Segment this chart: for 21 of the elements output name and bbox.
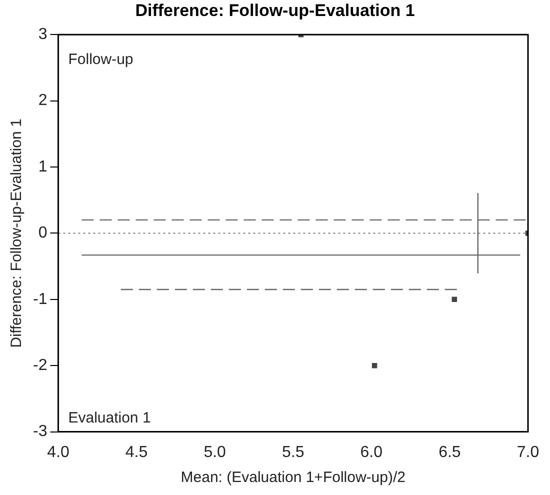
x-axis-title: Mean: (Evaluation 1+Follow-up)/2 [180,469,406,486]
point [372,362,378,368]
y-tick-label: 3 [38,26,48,44]
y-tick-label: 2 [38,92,48,110]
y-axis-title: Difference: Follow-up-Evaluation 1 [8,118,26,348]
y-tick-label: -3 [32,423,48,440]
y-tick-label: -1 [32,290,48,308]
x-tick-label: 4.0 [47,444,70,461]
y-tick-label: 0 [38,224,48,242]
annotation: Evaluation 1 [68,409,151,426]
x-tick-label: 4.5 [125,444,148,461]
point [452,296,458,302]
chart-title: Difference: Follow-up-Evaluation 1 [134,0,416,22]
x-tick-label: 6.5 [438,444,461,461]
x-tick-label: 5.0 [204,444,226,461]
x-tick-label: 6.0 [360,444,383,461]
y-tick-label: -2 [32,357,48,374]
x-tick-label: 5.5 [282,444,304,461]
annotation: Follow-up [68,51,134,68]
x-tick-label: 7.0 [516,444,540,461]
y-tick-label: 1 [38,158,48,176]
